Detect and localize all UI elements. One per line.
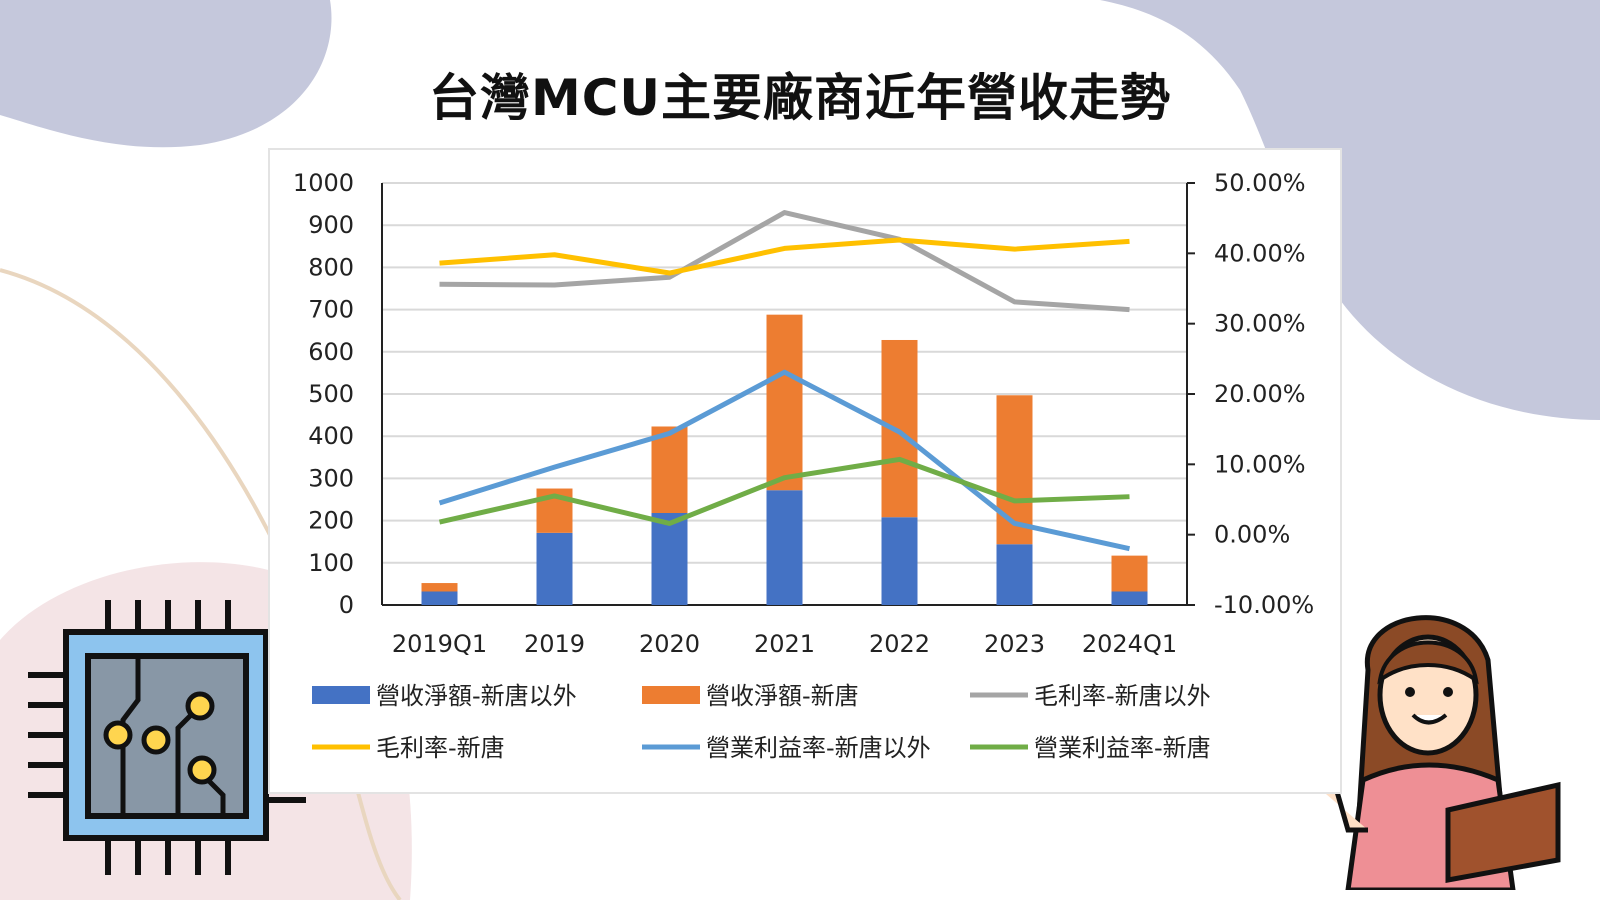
chip-icon [28, 600, 306, 875]
x-tick-label: 2022 [869, 630, 930, 658]
bar-others [1111, 591, 1148, 605]
bar-others [996, 544, 1033, 605]
y-left-tick-label: 600 [308, 338, 354, 366]
y-right-tick-label: 50.00% [1214, 169, 1306, 197]
bar-nuvoton [651, 426, 688, 514]
x-tick-label: 2019Q1 [392, 630, 487, 658]
bar-others [766, 490, 803, 605]
y-left-tick-label: 900 [308, 211, 354, 239]
y-right-tick-label: -10.00% [1214, 591, 1314, 619]
x-tick-label: 2019 [524, 630, 585, 658]
bar-others [651, 513, 688, 605]
y-right-tick-label: 20.00% [1214, 380, 1306, 408]
y-left-tick-label: 800 [308, 253, 354, 281]
legend-swatch [312, 686, 370, 704]
line-series-0 [439, 210, 1130, 313]
y-right-tick-label: 40.00% [1214, 239, 1306, 267]
line-series-1 [439, 237, 1130, 276]
chart-card: 0 100 200 300 400 500 600 700 800 900 1000 -10.00% 0… [268, 148, 1342, 794]
x-tick-label: 2023 [984, 630, 1045, 658]
line-series-3 [438, 456, 1130, 526]
y-left-tick-label: 0 [339, 591, 354, 619]
bar-nuvoton [881, 339, 918, 518]
x-tick-label: 2020 [639, 630, 700, 658]
bar-others [536, 532, 573, 605]
x-tick-label: 2021 [754, 630, 815, 658]
line-series-2 [438, 369, 1131, 552]
decor-blob-top-right [1100, 0, 1600, 420]
legend-label: 營收淨額-新唐 [706, 682, 859, 710]
bar-nuvoton [766, 314, 803, 491]
y-right-tick-label: 10.00% [1214, 450, 1306, 478]
bar-nuvoton [1111, 555, 1148, 592]
legend-label: 營收淨額-新唐以外 [376, 682, 577, 710]
y-left-tick-label: 1000 [293, 169, 354, 197]
legend-label: 營業利益率-新唐 [1034, 734, 1211, 762]
bar-nuvoton [421, 583, 458, 592]
x-tick-label: 2024Q1 [1082, 630, 1177, 658]
legend-label: 毛利率-新唐以外 [1034, 682, 1211, 710]
y-left-tick-label: 200 [308, 507, 354, 535]
y-left-tick-label: 300 [308, 464, 354, 492]
bar-others [421, 591, 458, 605]
chart: 0 100 200 300 400 500 600 700 800 900 1000 -10.00% 0… [293, 169, 1314, 762]
y-left-tick-label: 700 [308, 296, 354, 324]
legend-label: 毛利率-新唐 [376, 734, 505, 762]
page-title: 台灣MCU主要廠商近年營收走勢 [428, 69, 1172, 127]
legend-swatch [642, 686, 700, 704]
y-left-tick-label: 100 [308, 549, 354, 577]
y-left-tick-label: 400 [308, 422, 354, 450]
y-right-tick-label: 0.00% [1214, 521, 1290, 549]
y-left-tick-label: 500 [308, 380, 354, 408]
legend-label: 營業利益率-新唐以外 [706, 734, 931, 762]
bar-others [881, 517, 918, 605]
decor-blob-top-left [0, 0, 332, 148]
bar-nuvoton [996, 395, 1033, 545]
y-right-tick-label: 30.00% [1214, 310, 1306, 338]
